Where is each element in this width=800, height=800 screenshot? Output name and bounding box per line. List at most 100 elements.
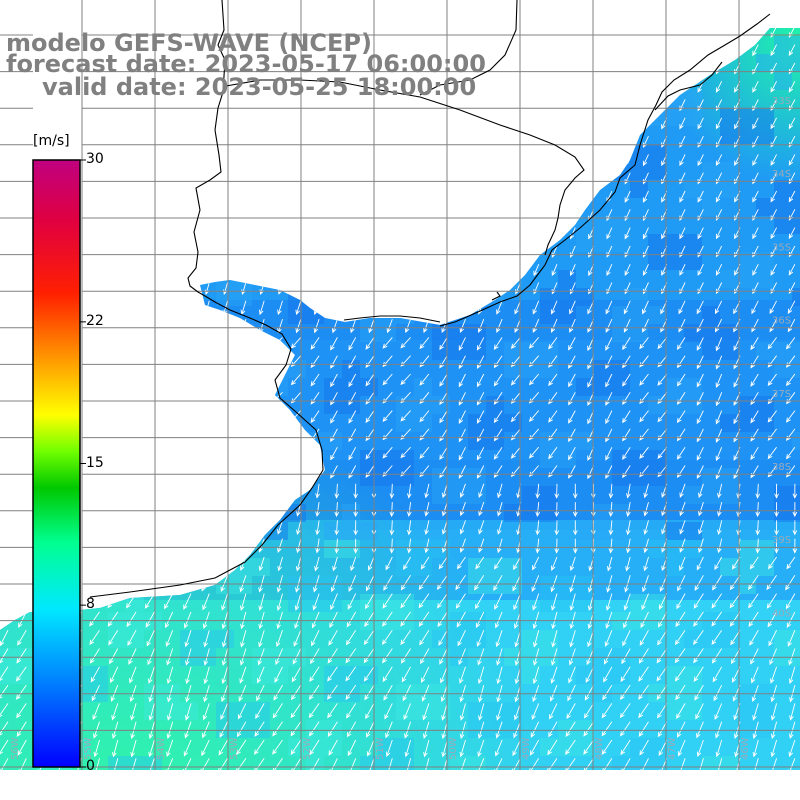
wind-arrow: [569, 630, 576, 648]
grid-cell: [612, 378, 630, 396]
wind-arrow: [478, 501, 485, 517]
wind-arrow: [535, 520, 541, 536]
grid-cell: [576, 666, 594, 684]
longitude-label: 50W: [448, 737, 459, 760]
colorbar-tick-label: 15: [86, 454, 104, 471]
grid-cell: [324, 576, 342, 594]
wind-arrow: [752, 227, 759, 240]
wind-arrow: [697, 190, 704, 203]
wind-arrow: [476, 392, 485, 406]
wind-arrow: [183, 611, 192, 629]
wind-arrow: [752, 703, 759, 721]
wind-arrow: [363, 648, 375, 664]
wind-arrow: [535, 538, 541, 554]
wind-arrow: [334, 502, 340, 518]
wind-arrow: [715, 355, 723, 370]
wind-arrow: [643, 483, 649, 499]
grid-cell: [450, 342, 468, 360]
wind-arrow: [606, 264, 613, 277]
wind-arrow: [750, 648, 759, 665]
wind-arrow: [787, 758, 796, 770]
grid-cell: [792, 144, 800, 162]
wind-arrow: [643, 501, 649, 517]
grid-cell: [414, 378, 432, 396]
wind-arrow: [642, 575, 649, 593]
grid-cell: [378, 594, 396, 612]
wind-arrow: [384, 703, 393, 720]
wind-arrow: [183, 739, 192, 757]
wind-arrow: [608, 520, 614, 536]
wind-arrow: [438, 629, 448, 646]
grid-cell: [468, 324, 486, 342]
wind-arrow: [91, 684, 100, 702]
wind-arrow: [389, 538, 395, 554]
grid-cell: [594, 666, 612, 684]
wind-arrow: [786, 556, 796, 570]
latitude-label: 39S: [772, 535, 791, 546]
wind-arrow: [583, 739, 594, 755]
latitude-labels: 33S 34S 35S 36S 37S 38S 39S 40S: [772, 96, 791, 619]
wind-arrow: [698, 501, 704, 517]
wind-arrow: [623, 593, 631, 611]
wind-arrow: [568, 355, 576, 369]
wind-arrow: [643, 520, 649, 535]
wind-arrow: [676, 446, 686, 460]
wind-arrow: [528, 446, 540, 459]
wind-arrow: [456, 556, 466, 570]
wind-arrow: [715, 428, 723, 443]
wind-arrow: [547, 739, 558, 756]
wind-arrow: [310, 373, 320, 387]
wind-arrow: [218, 739, 228, 756]
wind-arrow: [111, 721, 119, 739]
wind-arrow: [346, 721, 357, 738]
grid-cell: [648, 144, 666, 162]
wind-arrow: [166, 703, 174, 721]
wind-arrow: [440, 684, 448, 703]
wind-arrow: [717, 520, 723, 536]
wind-arrow: [792, 538, 798, 554]
grid-cell: [648, 540, 666, 558]
grid-cell: [702, 486, 720, 504]
grid-cell: [396, 468, 414, 486]
wind-arrow: [185, 648, 192, 666]
wind-arrow: [608, 502, 614, 518]
wind-arrow: [203, 666, 210, 685]
wind-arrow: [163, 593, 174, 610]
wind-arrow: [748, 575, 759, 591]
wind-arrow: [310, 648, 320, 665]
wind-arrow: [749, 556, 759, 570]
wind-arrow: [786, 611, 796, 629]
wind-arrow: [530, 721, 540, 738]
wind-arrow: [346, 703, 357, 719]
wind-arrow: [620, 721, 631, 737]
wind-arrow: [572, 520, 578, 536]
wind-arrow: [441, 758, 448, 770]
grid-cell: [432, 342, 450, 360]
wind-arrow: [345, 666, 357, 682]
wind-arrow: [476, 465, 485, 479]
wind-arrow: [459, 501, 466, 517]
wind-arrow: [368, 318, 375, 334]
wind-arrow: [785, 337, 796, 350]
grid-cell: [486, 432, 504, 450]
wind-arrow: [258, 300, 265, 316]
wind-arrow: [272, 721, 283, 737]
wind-arrow: [729, 593, 741, 609]
wind-arrow: [605, 410, 613, 425]
grid-cell: [576, 378, 594, 396]
wind-arrow: [677, 739, 686, 757]
wind-arrow: [348, 355, 357, 369]
wind-arrow: [605, 337, 613, 351]
grid-cell: [684, 396, 702, 414]
wind-arrow: [770, 684, 778, 703]
wind-arrow: [788, 227, 796, 240]
wind-arrow: [314, 556, 320, 572]
wind-arrow: [406, 483, 412, 499]
grid-cell: [630, 738, 648, 756]
wind-arrow: [221, 630, 229, 648]
grid-cell: [720, 126, 738, 144]
wind-arrow: [308, 703, 320, 719]
grid-cell: [324, 666, 342, 684]
wind-arrow: [385, 739, 393, 758]
grid-cell: [414, 540, 432, 558]
